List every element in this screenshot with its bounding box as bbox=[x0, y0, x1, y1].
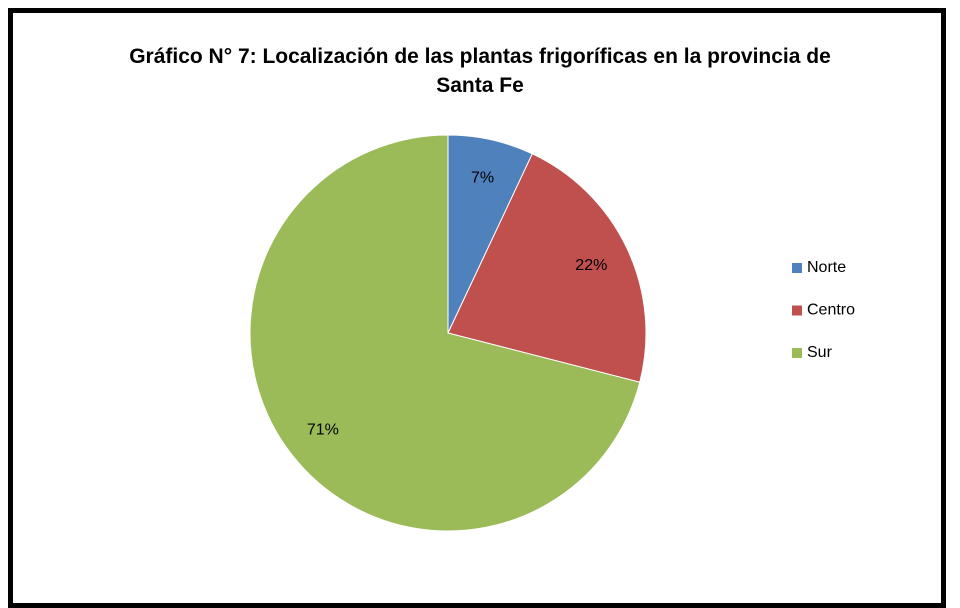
pie-slice bbox=[447, 153, 647, 383]
chart-title: Gráfico N° 7: Localización de las planta… bbox=[129, 45, 831, 97]
legend-label: Centro bbox=[807, 302, 855, 319]
legend-swatch bbox=[792, 305, 802, 316]
legend-label: Sur bbox=[807, 344, 833, 361]
legend-swatch bbox=[792, 348, 802, 358]
data-label: 71% bbox=[307, 421, 339, 438]
data-label: 22% bbox=[575, 257, 607, 274]
legend-label: Norte bbox=[807, 259, 846, 276]
page: Gráfico N° 7: Localización de las planta… bbox=[8, 8, 946, 608]
legend-swatch bbox=[792, 263, 802, 273]
pie-slice bbox=[249, 134, 641, 532]
chart: 7% 22% 71% Norte Centro Sur bbox=[249, 134, 855, 532]
data-label: 7% bbox=[471, 170, 494, 187]
